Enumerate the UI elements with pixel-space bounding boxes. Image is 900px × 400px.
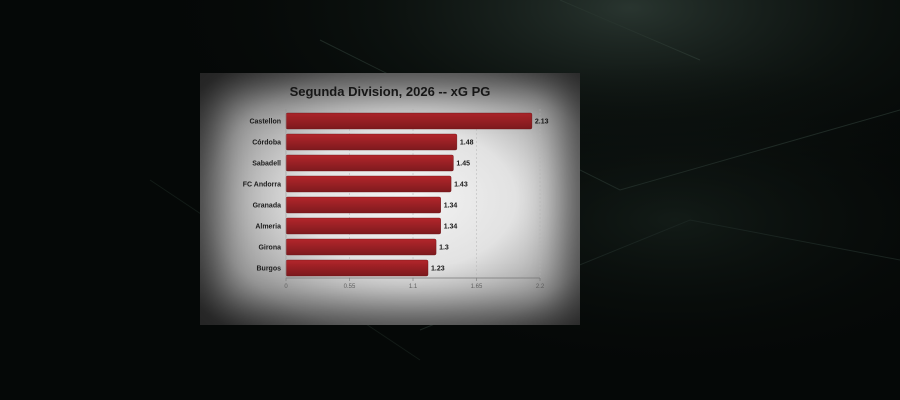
x-tick-label: 1.65 (471, 284, 483, 290)
category-label: Sabadell (252, 161, 281, 168)
data-label: 2.13 (535, 119, 549, 126)
data-label: 1.23 (431, 266, 445, 273)
data-label: 1.48 (460, 140, 474, 147)
category-label: FC Andorra (243, 182, 281, 189)
bars (285, 112, 533, 277)
bar-5 (285, 217, 441, 235)
bar-3 (285, 175, 452, 193)
value-labels: 2.13 1.48 1.45 1.43 1.34 1.34 1.3 1.23 (431, 119, 549, 273)
data-label: 1.34 (444, 224, 458, 231)
data-label: 1.34 (444, 203, 458, 210)
chart-title: Segunda Division, 2026 -- xG PG (289, 84, 491, 99)
category-label: Burgos (257, 266, 282, 273)
bar-chart: Castellon Córdoba Sabadell FC Andorra Granad… (243, 109, 549, 290)
data-label: 1.43 (454, 182, 468, 189)
category-label: Castellon (249, 119, 281, 126)
x-tick-label: 2.2 (536, 284, 545, 290)
bar-4 (285, 196, 441, 214)
x-tick-label: 0.55 (344, 284, 356, 290)
category-label: Girona (258, 245, 281, 252)
x-axis: 0 0.55 1.1 1.65 2.2 (284, 109, 545, 290)
chart-card: Castellon Córdoba Sabadell FC Andorra Granad… (200, 73, 580, 325)
bar-1 (285, 133, 458, 151)
data-label: 1.45 (456, 161, 470, 168)
x-tick-label: 1.1 (409, 284, 418, 290)
bar-0 (285, 112, 533, 130)
category-labels: Castellon Córdoba Sabadell FC Andorra Granad… (243, 119, 281, 273)
bar-6 (285, 238, 437, 256)
category-label: Granada (253, 203, 282, 210)
bar-2 (285, 154, 454, 172)
category-label: Almeria (255, 224, 281, 231)
bar-7 (285, 259, 429, 277)
data-label: 1.3 (439, 245, 449, 252)
category-label: Córdoba (252, 140, 281, 147)
x-tick-label: 0 (284, 284, 288, 290)
